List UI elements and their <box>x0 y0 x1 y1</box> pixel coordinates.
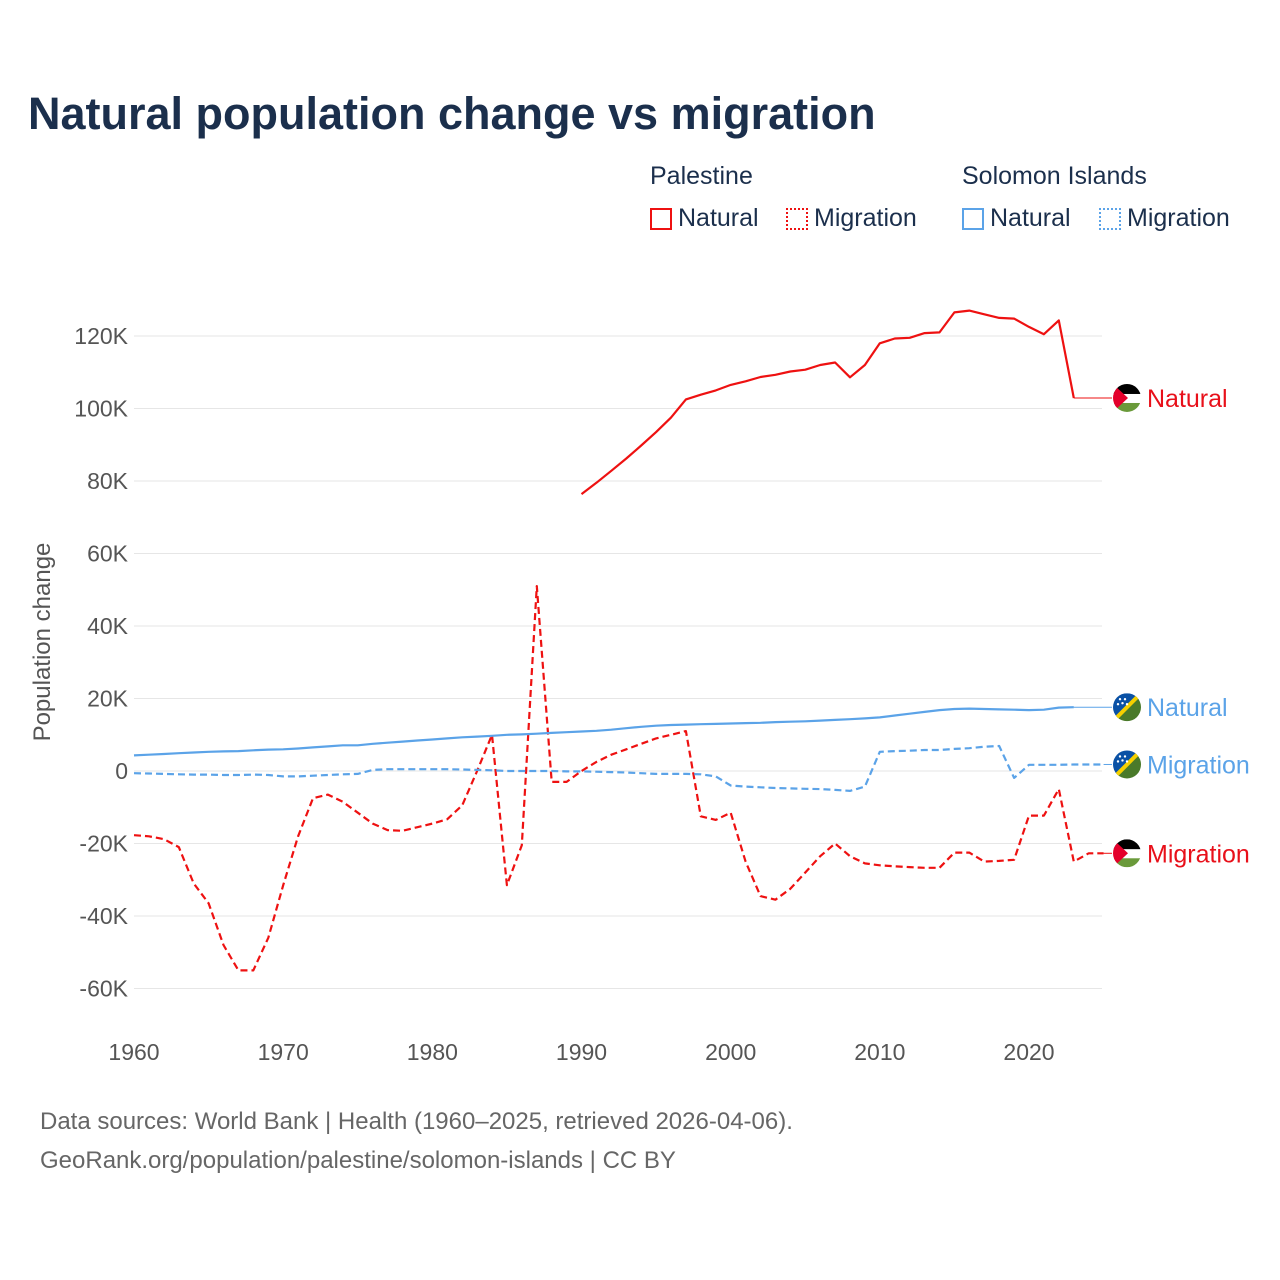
legend-label: Natural <box>678 204 759 232</box>
legend-palestine-migration[interactable]: Migration <box>786 204 917 233</box>
legend-group-solomon-islands: Solomon Islands <box>962 162 1147 190</box>
y-tick-label: 120K <box>74 323 128 349</box>
legend-swatch-solid <box>962 207 984 230</box>
palestine-flag-icon <box>1113 839 1141 867</box>
series-line-palestine-migration[interactable] <box>133 584 1104 972</box>
series-line-palestine-natural[interactable] <box>580 309 1075 495</box>
y-tick-label: -40K <box>79 903 128 929</box>
series-line-solomon-islands-natural[interactable] <box>133 706 1074 757</box>
legend-solomon-natural[interactable]: Natural <box>962 204 1071 233</box>
x-tick-label: 2010 <box>854 1039 905 1065</box>
y-tick-label: 20K <box>87 686 129 712</box>
legend-solomon-migration[interactable]: Migration <box>1099 204 1230 233</box>
y-tick-label: 40K <box>87 613 129 639</box>
y-tick-label: 100K <box>74 396 128 422</box>
solomon-islands-flag-icon <box>1113 693 1141 721</box>
chart-title: Natural population change vs migration <box>28 88 876 139</box>
legend-swatch-solid <box>650 207 672 230</box>
y-axis-label: Population change <box>29 543 56 742</box>
legend-swatch-dotted <box>1099 207 1121 230</box>
y-tick-label: 60K <box>87 541 129 567</box>
x-tick-label: 2000 <box>705 1039 756 1065</box>
legend-swatch-dotted <box>786 207 808 230</box>
x-tick-label: 1970 <box>258 1039 309 1065</box>
legend-label: Natural <box>990 204 1071 232</box>
y-tick-label: -60K <box>79 976 128 1002</box>
y-tick-label: -20K <box>79 831 128 857</box>
legend-group-palestine: Palestine <box>650 162 753 190</box>
x-tick-label: 2020 <box>1003 1039 1054 1065</box>
series-end-label: Migration <box>1147 751 1250 779</box>
legend-label: Migration <box>1127 204 1230 232</box>
x-tick-label: 1990 <box>556 1039 607 1065</box>
data-sources: Data sources: World Bank | Health (1960–… <box>40 1108 793 1135</box>
series-end-label: Natural <box>1147 694 1228 722</box>
series-end-label: Natural <box>1147 385 1228 413</box>
legend-palestine-natural[interactable]: Natural <box>650 204 759 233</box>
source-url[interactable]: GeoRank.org/population/palestine/solomon… <box>40 1147 676 1174</box>
y-tick-label: 80K <box>87 468 129 494</box>
x-tick-label: 1960 <box>108 1039 159 1065</box>
series-end-label: Migration <box>1147 840 1250 868</box>
palestine-flag-icon <box>1113 384 1141 412</box>
y-tick-label: 0 <box>115 758 128 784</box>
solomon-islands-flag-icon <box>1113 750 1141 778</box>
series-line-solomon-islands-migration[interactable] <box>133 744 1104 793</box>
x-tick-label: 1980 <box>407 1039 458 1065</box>
legend-label: Migration <box>814 204 917 232</box>
